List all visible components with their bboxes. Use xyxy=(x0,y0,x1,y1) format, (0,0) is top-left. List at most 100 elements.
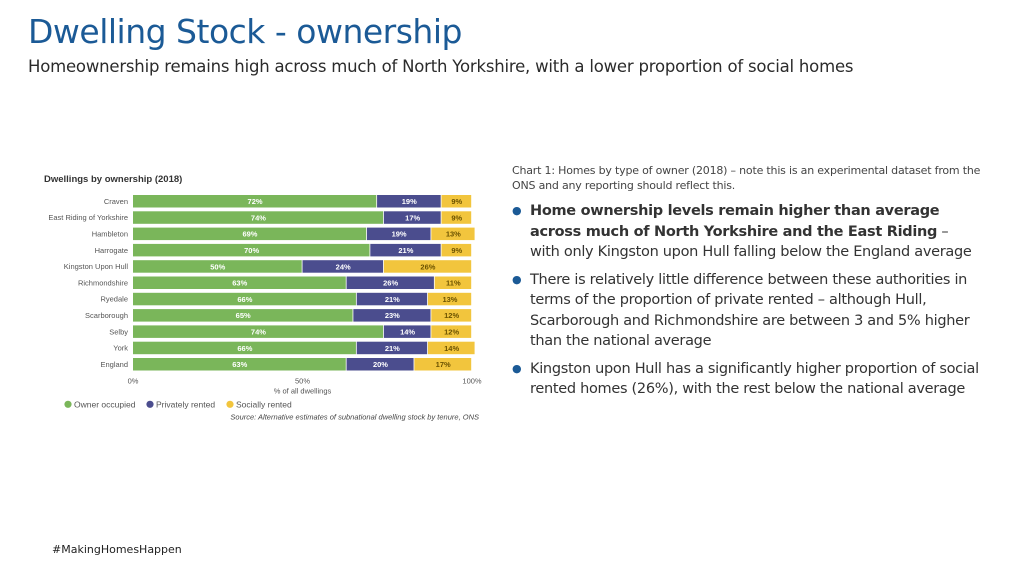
category-label: Scarborough xyxy=(85,311,128,320)
category-label: Richmondshire xyxy=(78,278,128,287)
bar-segment xyxy=(133,358,346,371)
x-tick-label: 50% xyxy=(295,376,310,385)
category-label: England xyxy=(100,360,128,369)
bar-segment xyxy=(383,260,472,273)
bar-segment xyxy=(133,211,384,224)
bullet-dot-icon: ● xyxy=(512,272,522,286)
data-label: 12% xyxy=(444,327,459,336)
data-label: 20% xyxy=(373,360,388,369)
data-label: 66% xyxy=(237,344,252,353)
data-label: 9% xyxy=(451,246,462,255)
category-label: Harrogate xyxy=(95,246,128,255)
bar-segment xyxy=(427,292,472,306)
bullet-dot-icon: ● xyxy=(512,204,522,217)
bar-segment xyxy=(133,325,384,338)
page-subtitle: Homeownership remains high across much o… xyxy=(28,57,854,76)
x-tick-label: 100% xyxy=(462,376,482,385)
bullet-text: – with only Kingston upon Hull falling b… xyxy=(530,223,972,261)
bar-segment xyxy=(431,227,475,241)
bar-segment xyxy=(441,243,472,257)
bar-segment xyxy=(370,243,441,257)
data-label: 26% xyxy=(383,279,398,288)
commentary-bullet: ● Home ownership levels remain higher tha… xyxy=(512,201,982,263)
bar-segment xyxy=(133,243,370,257)
data-label: 17% xyxy=(405,213,420,222)
bar-segment xyxy=(366,227,431,241)
bar-segment xyxy=(383,325,431,338)
legend-marker xyxy=(64,400,72,408)
bar-segment xyxy=(431,309,472,322)
bar-segment xyxy=(133,227,367,241)
data-label: 72% xyxy=(248,197,263,206)
commentary-bullet: ● Kingston upon Hull has a significantly … xyxy=(512,359,982,400)
source-note: Source: Alternative estimates of subnati… xyxy=(230,412,479,421)
data-label: 23% xyxy=(385,311,400,320)
bar-segment xyxy=(346,276,434,289)
bar-segment xyxy=(431,325,472,338)
data-label: 74% xyxy=(251,213,266,222)
category-label: Craven xyxy=(104,197,128,206)
hashtag-footer: #MakingHomesHappen xyxy=(52,543,182,556)
bar-segment xyxy=(383,211,441,224)
commentary-bullets: ● Home ownership levels remain higher tha… xyxy=(512,201,982,400)
chart-title: Dwellings by ownership (2018) xyxy=(44,174,182,185)
category-label: East Riding of Yorkshire xyxy=(48,213,128,222)
category-label: York xyxy=(113,344,128,353)
category-label: Selby xyxy=(109,327,128,336)
bar-segment xyxy=(346,358,414,371)
bar-segment xyxy=(434,276,472,289)
data-label: 9% xyxy=(451,213,462,222)
bullet-dot-icon: ● xyxy=(512,361,522,375)
bar-segment xyxy=(133,292,356,306)
data-label: 11% xyxy=(446,279,461,288)
legend-label: Socially rented xyxy=(236,399,292,409)
commentary-panel: Chart 1: Homes by type of owner (2018) –… xyxy=(512,163,982,407)
data-label: 17% xyxy=(436,360,451,369)
bar-segment xyxy=(356,292,428,306)
x-tick-label: 0% xyxy=(128,376,139,385)
x-axis-label: % of all dwellings xyxy=(274,386,332,395)
bullet-bold-text: Home ownership levels remain higher than… xyxy=(530,203,940,240)
bullet-text: There is relatively little difference be… xyxy=(530,271,970,350)
bar-segment xyxy=(427,341,475,355)
data-label: 65% xyxy=(236,311,251,320)
data-label: 21% xyxy=(398,246,413,255)
page-title: Dwelling Stock - ownership xyxy=(28,12,462,51)
data-label: 21% xyxy=(385,344,400,353)
data-label: 9% xyxy=(451,197,462,206)
data-label: 63% xyxy=(232,279,247,288)
data-label: 24% xyxy=(336,262,351,271)
data-label: 26% xyxy=(420,262,435,271)
bar-segment xyxy=(356,341,428,355)
data-label: 14% xyxy=(400,327,415,336)
legend-marker xyxy=(226,400,234,408)
bar-segment xyxy=(414,358,472,371)
bar-segment xyxy=(302,260,384,273)
bar-segment xyxy=(441,195,472,208)
bar-segment xyxy=(133,195,377,208)
category-label: Ryedale xyxy=(100,295,128,304)
bar-segment xyxy=(133,309,353,322)
category-label: Kingston Upon Hull xyxy=(64,262,129,271)
data-label: 70% xyxy=(244,246,259,255)
data-label: 63% xyxy=(232,360,247,369)
bar-segment xyxy=(133,341,356,355)
commentary-bullet: ● There is relatively little difference b… xyxy=(512,270,982,352)
data-label: 13% xyxy=(442,295,457,304)
data-label: 74% xyxy=(251,327,266,336)
data-label: 66% xyxy=(237,295,252,304)
data-label: 19% xyxy=(392,230,407,239)
data-label: 50% xyxy=(210,262,225,271)
ownership-chart: Dwellings by ownership (2018) Craven 72% 19… xyxy=(44,174,482,421)
legend-label: Owner occupied xyxy=(74,399,136,409)
bar-segment xyxy=(377,195,441,208)
bar-segment xyxy=(133,260,302,273)
data-label: 19% xyxy=(402,197,417,206)
legend-marker xyxy=(146,400,154,408)
data-label: 14% xyxy=(444,344,459,353)
data-label: 21% xyxy=(385,295,400,304)
category-label: Hambleton xyxy=(92,229,128,238)
data-label: 13% xyxy=(446,230,461,239)
bar-segment xyxy=(133,276,346,289)
chart-caption: Chart 1: Homes by type of owner (2018) –… xyxy=(512,164,981,192)
